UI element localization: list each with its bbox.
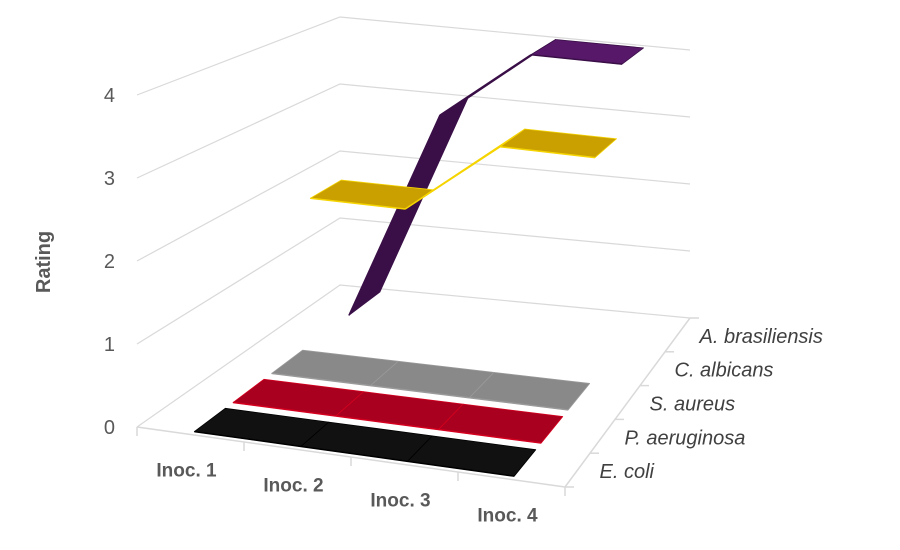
ribbon-front-edge [194,430,302,448]
ribbon-front-edge [407,460,515,477]
depth-tick-label: E. coli [600,461,655,483]
ribbon-front-edge [232,401,336,417]
gridline [136,16,691,96]
ribbon-front-edge [469,397,569,411]
depth-axis-line [564,317,691,488]
axis-labels: 0 1 2 3 4 Inoc. 1 Inoc. 2 Inoc. 3 Inoc. 4 E. coli… [104,85,823,527]
ribbon-front-edge [439,54,532,116]
depth-tick-label: S. aureus [650,394,736,416]
y-tick-label: 2 [104,251,115,273]
ribbon-front-edge [438,428,542,444]
y-tick-label: 4 [104,85,115,107]
series-ribbon [232,378,564,444]
ribbon-front-edge [404,146,501,210]
axes [136,317,699,496]
ribbon-front-edge [348,114,441,316]
ribbon-front-edge [300,445,408,463]
x-tick-label: Inoc. 4 [477,506,538,527]
ribbon-front-edge [335,415,439,431]
series-ribbon [193,407,537,477]
gridline [136,217,691,345]
ribbon-front-edge [310,197,406,210]
ribbon-front-edge [370,384,470,399]
y-tick-label: 1 [104,334,115,356]
gridline [136,150,691,262]
depth-tick-label: P. aeruginosa [625,427,746,449]
gridline [136,83,691,179]
series-ribbon [309,128,618,210]
gridline [136,284,691,428]
depth-tick-label: C. albicans [675,360,774,382]
series-ribbons [193,39,644,477]
depth-tick-label: A. brasiliensis [699,326,823,348]
ribbon-front-edge [500,146,596,159]
series-ribbon [348,39,644,316]
x-tick-label: Inoc. 2 [263,476,323,497]
gridlines [136,16,691,428]
ribbon-front-edge [530,53,623,65]
x-tick-label: Inoc. 1 [156,461,217,482]
x-tick-label: Inoc. 3 [370,491,430,512]
ribbon-front-edge [271,372,371,387]
y-tick-label: 0 [104,417,115,439]
y-tick-label: 3 [104,168,115,190]
y-axis-title: Rating [33,231,55,293]
series-ribbon [271,349,591,411]
